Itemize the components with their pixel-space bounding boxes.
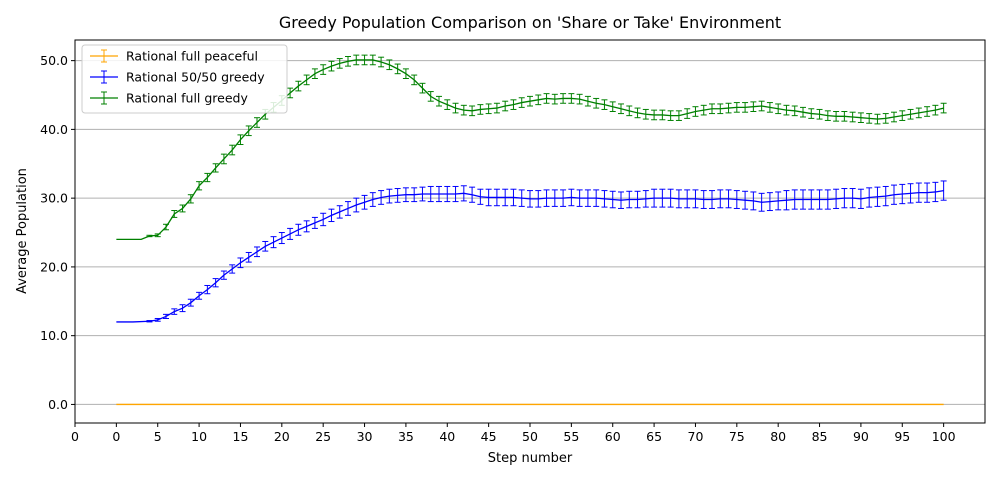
legend-label: Rational full greedy xyxy=(126,91,248,106)
legend-label: Rational full peaceful xyxy=(126,49,258,64)
x-axis-label: Step number xyxy=(488,451,573,466)
legend-label: Rational 50/50 greedy xyxy=(126,70,265,85)
y-tick-label: 0.0 xyxy=(48,397,68,412)
x-tick-label: 45 xyxy=(481,429,497,444)
legend-box xyxy=(81,44,288,114)
x-tick-label: 25 xyxy=(315,429,331,444)
chart-title: Greedy Population Comparison on 'Share o… xyxy=(279,13,781,32)
x-tick-label: 90 xyxy=(853,429,869,444)
x-tick-label: 65 xyxy=(646,429,662,444)
x-tick-label: 35 xyxy=(398,429,414,444)
x-tick-label: 95 xyxy=(894,429,910,444)
x-tick-label: 30 xyxy=(357,429,373,444)
series-line-rational-full-greedy xyxy=(116,59,944,241)
x-tick-label: 0 xyxy=(112,429,120,444)
legend: Rational full peaceful Rational 50/50 gre… xyxy=(81,44,288,114)
series-layer xyxy=(116,54,947,406)
x-tick-label: 50 xyxy=(522,429,538,444)
legend-entry: Rational full peaceful xyxy=(90,49,258,64)
y-tick-label: 40.0 xyxy=(40,122,68,137)
x-tick-label: 85 xyxy=(812,429,828,444)
y-tick-label: 50.0 xyxy=(40,53,68,68)
series-rational-50-50-greedy xyxy=(116,180,947,323)
x-tick-label: 5 xyxy=(154,429,162,444)
y-tick-label: 10.0 xyxy=(40,328,68,343)
x-tick-label: 55 xyxy=(563,429,579,444)
x-tick-label: 20 xyxy=(274,429,290,444)
x-axis-ticks: 0 0 5 10 15 20 25 30 35 40 45 50 55 60 65 70 75 80 85 90 95 1… xyxy=(71,423,956,444)
legend-entry: Rational full greedy xyxy=(90,91,248,106)
x-tick-label: 80 xyxy=(770,429,786,444)
x-tick-label: 100 xyxy=(932,429,956,444)
x-tick-label: 75 xyxy=(729,429,745,444)
x-tick-label: 0 xyxy=(71,429,79,444)
x-tick-label: 15 xyxy=(233,429,249,444)
y-tick-label: 30.0 xyxy=(40,191,68,206)
x-tick-label: 70 xyxy=(688,429,704,444)
y-tick-label: 20.0 xyxy=(40,259,68,274)
series-line-rational-50-50-greedy xyxy=(116,189,944,323)
x-tick-label: 10 xyxy=(191,429,207,444)
y-axis-ticks: 0.0 10.0 20.0 30.0 40.0 50.0 xyxy=(40,53,75,412)
legend-entry: Rational 50/50 greedy xyxy=(90,70,265,85)
x-tick-label: 40 xyxy=(439,429,455,444)
series-rational-full-greedy xyxy=(116,54,947,241)
x-tick-label: 60 xyxy=(605,429,621,444)
y-axis-label: Average Population xyxy=(15,168,30,294)
